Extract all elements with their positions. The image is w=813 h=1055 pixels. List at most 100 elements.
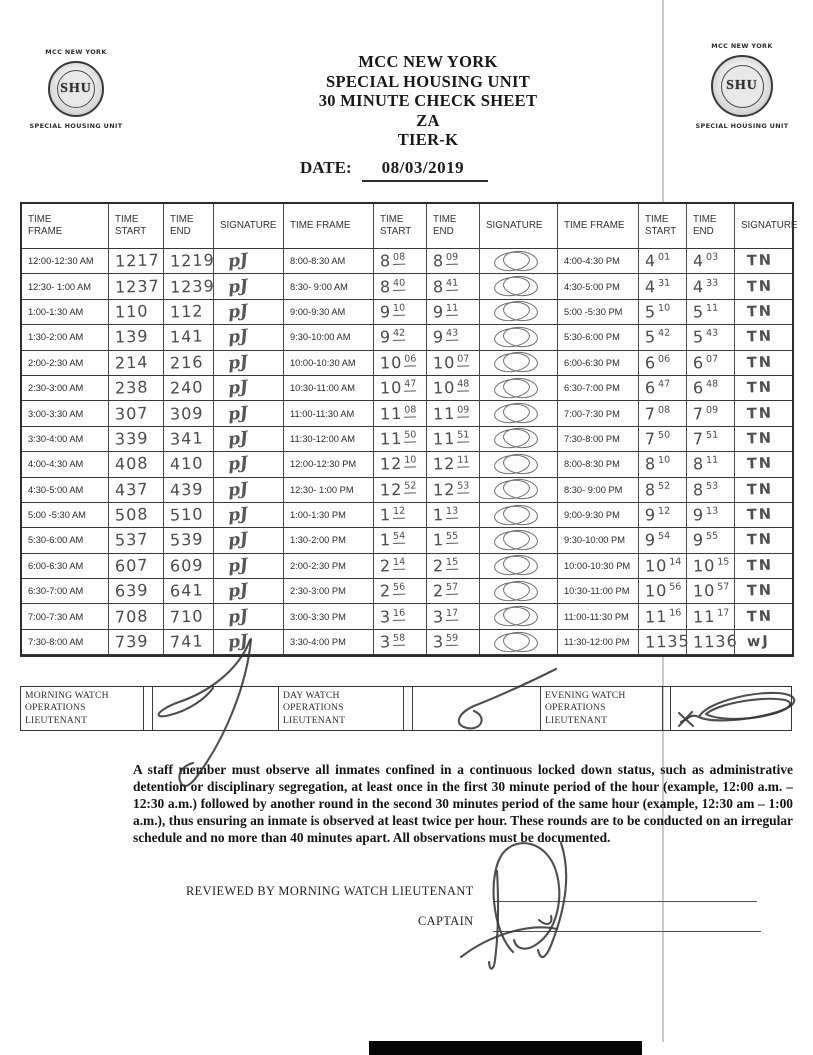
signature-cell: pJ [214,528,284,554]
time-frame-cell: 9:30-10:00 AM [284,325,374,351]
time-end-value: 403 [687,249,735,275]
signature-initials: pJ [227,250,249,273]
signature-cell: pJ [214,426,284,453]
captain-signature-line [493,931,761,932]
column-header: SIGNATURE [735,204,797,249]
signature-cell: wJ [735,630,792,656]
time-end-value: 1253 [427,477,480,503]
time-end-value: 112 [164,299,214,326]
time-start-value: 537 [109,528,164,554]
time-frame-cell: 1:30-2:00 PM [284,528,374,554]
time-frame-cell: 6:00-6:30 AM [22,553,109,580]
signature-initials: TN [746,278,774,296]
signature-initials: pJ [227,453,249,476]
signature-initials: pJ [227,300,249,323]
time-start-value: 238 [109,375,164,402]
time-end-value: 359 [427,629,480,656]
time-frame-cell: 10:00-10:30 PM [558,553,639,580]
signature-cell: TN [735,579,792,605]
column-header: TIME END [687,204,735,249]
signature-cell [480,578,558,605]
date-value: 08/03/2019 [361,158,489,182]
time-end-value: 811 [687,452,735,478]
time-frame-cell: 5:00 -5:30 AM [22,502,109,529]
signature-scribble-icon [492,375,540,400]
signature-cell [480,553,558,580]
signature-scribble-icon [492,248,540,273]
column-header: TIME FRAME [284,204,374,249]
time-frame-cell: 7:30-8:00 PM [558,426,639,453]
signature-cell: pJ [214,274,284,300]
time-frame-cell: 8:30- 9:00 AM [284,274,374,300]
time-end-value: 215 [427,553,480,580]
signature-initials: TN [746,608,774,626]
evening-watch-label: EVENING WATCH OPERATIONS LIEUTENANT [541,687,663,730]
signature-cell [480,604,558,630]
review-signature [459,841,568,970]
signature-initials: pJ [227,427,249,450]
signature-initials: pJ [227,326,249,349]
signature-scribble-icon [492,502,540,527]
day-watch-label: DAY WATCH OPERATIONS LIEUTENANT [279,687,404,730]
time-frame-cell: 5:00 -5:30 PM [558,299,639,326]
time-frame-cell: 1:30-2:00 AM [22,325,109,351]
logo-top-text: MCC NEW YORK [45,48,107,56]
time-frame-cell: 7:30-8:00 AM [22,629,109,656]
signature-scribble-icon [492,350,540,375]
signature-cell: pJ [214,401,284,427]
observation-notice: A staff member must observe all inmates … [133,762,793,845]
title-line: SPECIAL HOUSING UNIT [325,71,531,91]
time-frame-cell: 11:30-12:00 PM [558,629,639,656]
time-frame-cell: 8:30- 9:00 PM [558,477,639,503]
reviewed-signature-line [493,901,757,902]
time-frame-cell: 3:00-3:30 PM [284,604,374,630]
signature-cell: pJ [214,553,284,580]
time-end-value: 955 [687,528,735,554]
signature-scribble-icon [492,325,540,349]
signature-cell: TN [735,376,792,402]
time-frame-cell: 7:00-7:30 AM [22,604,109,630]
signature-cell: pJ [214,452,284,478]
signature-scribble-icon [492,426,540,451]
title-line: TIER-K [397,130,459,149]
signature-initials: pJ [227,377,249,400]
time-end-value: 113 [427,502,480,529]
signature-cell: TN [735,427,792,453]
signature-cell [480,274,558,300]
time-frame-cell: 1:00-1:30 AM [22,299,109,326]
time-frame-cell: 12:00-12:30 PM [284,452,374,478]
time-end-value: 943 [427,325,480,351]
time-end-value: 543 [687,325,735,351]
signature-initials: TN [746,506,774,524]
time-start-value: 739 [109,629,164,656]
time-frame-cell: 3:30-4:00 PM [284,629,374,656]
time-frame-cell: 4:00-4:30 PM [558,249,639,275]
signature-initials: TN [746,532,774,549]
signature-scribble-icon [492,528,540,553]
signature-cell: TN [735,325,792,351]
time-start-value: 542 [639,325,687,351]
time-end-value: 510 [164,502,214,529]
check-table: TIME FRAME TIME START TIME END SIGNATURE TIM… [20,202,797,658]
signature-initials: TN [746,328,774,346]
signature-cell: TN [735,351,792,376]
signature-cell: TN [735,401,792,427]
evening-watch-signature-box [671,687,791,730]
signature-cell [480,426,558,453]
signature-cell [480,477,558,503]
signature-scribble-icon [492,274,540,299]
signature-cell: pJ [214,477,284,503]
time-start-value: 358 [374,629,427,656]
divider-cell [404,687,413,730]
time-end-value: 609 [164,553,214,580]
time-start-value: 810 [639,452,687,478]
time-frame-cell: 11:00-11:30 AM [284,401,374,427]
time-start-value: 852 [639,477,687,503]
time-frame-cell: 10:30-11:00 PM [558,579,639,605]
time-end-value: 511 [687,299,735,326]
time-end-value: 410 [164,452,214,478]
signature-initials: TN [746,582,774,600]
signature-cell [480,629,558,656]
signature-cell: TN [735,503,792,529]
signature-cell: pJ [214,299,284,326]
